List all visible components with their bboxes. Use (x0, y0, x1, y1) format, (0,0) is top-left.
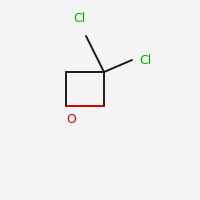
Text: O: O (66, 113, 76, 126)
Text: Cl: Cl (139, 54, 151, 68)
Text: Cl: Cl (73, 12, 85, 25)
